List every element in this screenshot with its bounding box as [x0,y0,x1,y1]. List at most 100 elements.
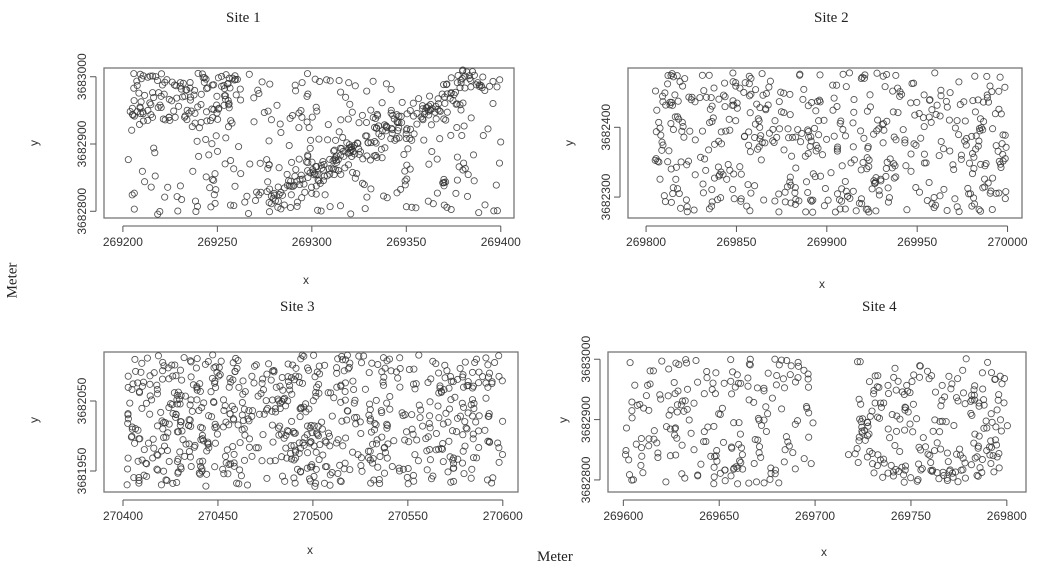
data-point [390,437,398,445]
data-point [288,111,297,120]
data-point [445,437,453,445]
data-point [715,95,723,103]
data-point [454,71,462,80]
data-point [330,171,338,179]
data-point [171,361,179,369]
data-point [920,150,928,158]
data-point [192,364,200,372]
data-point [243,481,252,489]
data-point [730,101,738,109]
data-point [187,373,195,381]
data-point [461,164,469,173]
data-point [370,476,378,484]
data-point [978,369,986,377]
data-point [463,192,472,200]
data-point [472,355,481,363]
data-point [209,351,217,359]
data-point [262,406,271,414]
data-point [833,102,841,111]
data-point [738,451,746,459]
data-point [374,112,382,120]
data-point [422,104,430,112]
data-point [446,94,454,102]
data-point [234,421,242,429]
data-point [232,91,240,99]
data-point [420,136,428,144]
data-point [266,457,274,465]
data-point [497,138,505,146]
data-point [889,108,897,116]
data-point [961,117,969,125]
data-point [341,164,349,172]
data-point [823,135,831,143]
data-point [339,133,347,142]
data-point [402,428,411,436]
data-point [296,413,304,421]
data-point [440,115,448,123]
data-point [212,186,220,194]
data-point [178,195,186,204]
data-point [286,382,294,390]
data-point [863,154,871,162]
data-point [918,465,926,473]
data-point [751,120,759,128]
data-point [760,479,768,487]
data-point [746,207,754,215]
data-point [395,112,403,120]
data-point [747,189,755,197]
data-point [991,436,999,444]
data-point [387,106,395,114]
data-point [995,87,1003,95]
data-point [961,137,969,145]
data-point [799,95,807,103]
data-point [427,375,435,383]
data-point [680,407,688,415]
data-point [495,352,503,360]
data-point [724,160,732,169]
data-point [335,76,343,85]
data-point [912,183,920,192]
data-point [142,459,150,467]
data-point [967,461,975,469]
data-point [186,96,194,104]
data-point [447,89,455,97]
data-point [886,434,894,442]
data-point [971,430,979,438]
data-point [744,374,752,382]
data-point [809,196,817,204]
data-point [381,144,389,152]
data-point [337,382,345,390]
data-point [831,208,839,216]
data-point [154,103,162,112]
data-point [435,414,443,422]
data-point [249,407,257,415]
data-point [213,368,221,376]
data-point [196,387,204,395]
data-point [368,459,377,467]
data-point [149,435,157,443]
data-point [849,187,857,195]
data-point [915,373,924,381]
data-point [208,413,216,421]
data-point [153,381,161,389]
data-point [633,401,641,409]
data-point [900,471,908,479]
data-point [414,457,422,465]
data-point [890,174,898,182]
data-point [955,78,963,86]
data-point [314,422,322,430]
data-point [445,405,454,413]
data-point [858,200,866,208]
data-point [333,364,341,372]
data-point [665,411,673,419]
data-point [330,147,338,155]
data-point [433,155,441,163]
data-point [312,190,320,198]
data-point [417,406,425,414]
x-tick-label: 269650 [699,509,739,523]
data-point [297,171,305,179]
data-point [644,381,652,389]
data-point [130,97,138,105]
data-point [334,166,343,175]
data-point [337,478,345,486]
